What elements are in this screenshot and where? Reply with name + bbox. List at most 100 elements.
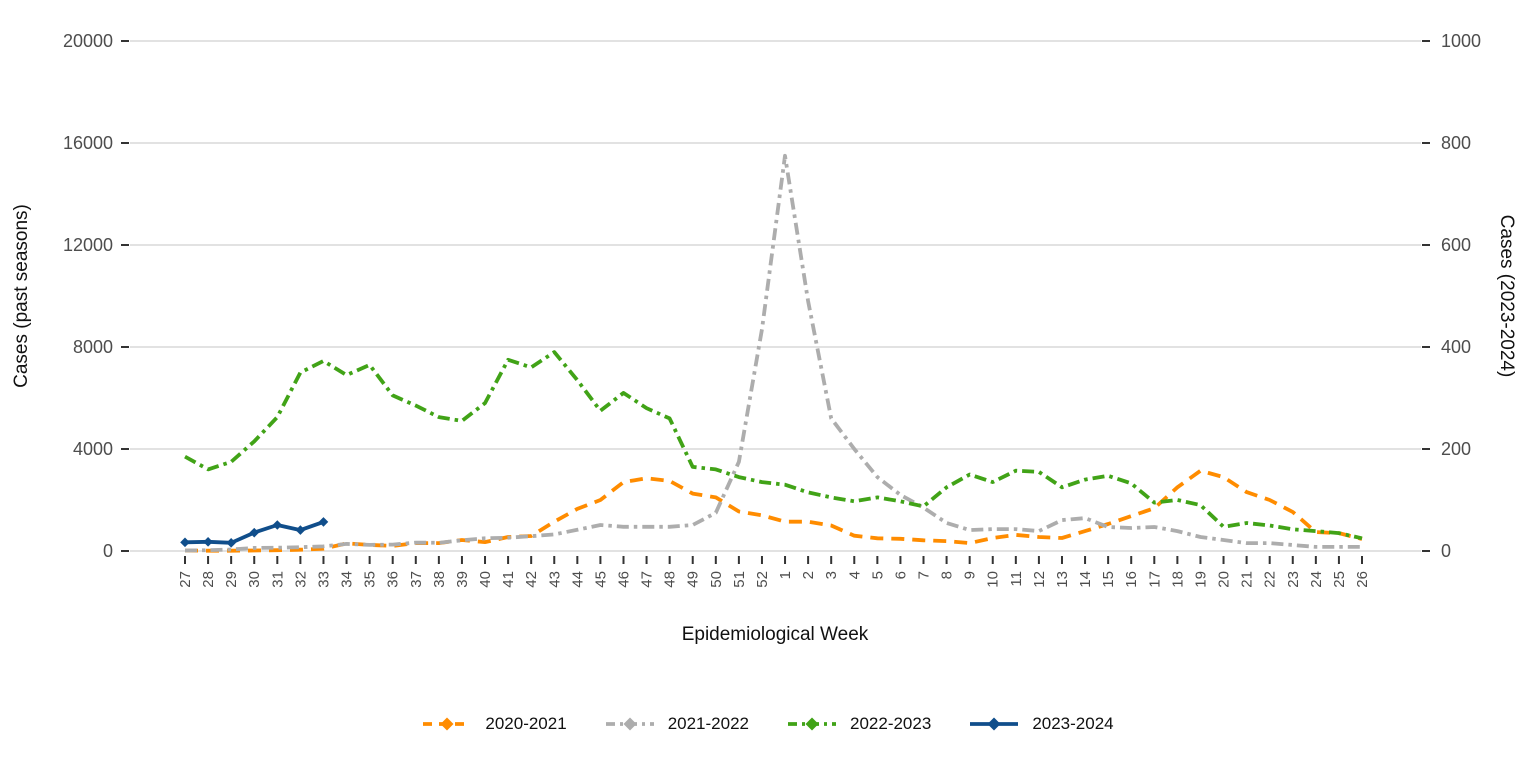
x-tick-label: 39 <box>454 571 471 588</box>
x-tick-label: 38 <box>431 571 448 588</box>
data-point-2023-2024 <box>180 537 190 548</box>
x-tick-label: 5 <box>869 571 886 579</box>
x-tick-label: 1 <box>777 571 794 579</box>
legend-key-2022-2023 <box>788 717 836 731</box>
y-tick-label-right: 800 <box>1441 133 1471 153</box>
legend-label: 2022-2023 <box>850 714 932 733</box>
data-point-2023-2024 <box>295 525 306 535</box>
legend-label: 2023-2024 <box>1032 714 1114 733</box>
x-tick-label: 46 <box>615 571 632 588</box>
x-tick-label: 27 <box>177 571 194 588</box>
x-tick-label: 35 <box>362 571 379 588</box>
x-tick-label: 13 <box>1054 571 1071 588</box>
x-tick-label: 40 <box>477 571 494 588</box>
x-axis-title: Epidemiological Week <box>682 624 869 645</box>
chart-legend: 2020-2021 2021-2022 2022-2023 2023-2024 <box>0 709 1536 739</box>
x-tick-label: 23 <box>1285 571 1302 588</box>
x-tick-label: 52 <box>754 571 771 588</box>
x-tick-label: 48 <box>662 571 679 588</box>
x-tick-label: 22 <box>1262 571 1279 588</box>
x-tick-label: 44 <box>569 571 586 588</box>
x-tick-label: 50 <box>708 571 725 588</box>
legend-key-2021-2022 <box>605 717 654 731</box>
x-tick-label: 31 <box>269 571 286 588</box>
legend-label: 2021-2022 <box>667 714 749 733</box>
y-axis-tick-labels-left: 0 4000 8000 12000 16000 20000 <box>63 31 113 561</box>
x-tick-label: 29 <box>223 571 240 588</box>
x-tick-label: 51 <box>731 571 748 588</box>
x-tick-label: 45 <box>592 571 609 588</box>
legend-item-2021-2022: 2021-2022 <box>605 711 749 737</box>
gridlines <box>130 40 1421 552</box>
y-tick-label-left: 16000 <box>63 133 113 153</box>
x-tick-label: 16 <box>1123 571 1140 588</box>
legend-key-2023-2024 <box>970 717 1019 731</box>
x-tick-label: 20 <box>1216 571 1233 588</box>
x-tick-label: 34 <box>339 571 356 588</box>
data-point-2023-2024 <box>272 520 283 530</box>
x-tick-label: 36 <box>385 571 402 588</box>
x-axis-tick-labels: 27 28 29 30 31 32 33 34 35 36 37 38 39 40 41 42 43 44 45 46… <box>177 571 1371 588</box>
series-line-2022-2023 <box>184 350 1363 541</box>
x-tick-label: 7 <box>916 571 933 579</box>
y-tick-label-right: 400 <box>1441 337 1471 357</box>
y-tick-label-left: 0 <box>103 541 113 561</box>
legend-item-2022-2023: 2022-2023 <box>787 711 931 737</box>
x-tick-label: 26 <box>1354 571 1371 588</box>
x-tick-label: 41 <box>500 571 517 588</box>
x-tick-label: 33 <box>315 571 332 588</box>
series-line-2020-2021 <box>184 468 1363 553</box>
x-tick-label: 8 <box>939 571 956 579</box>
x-tick-label: 32 <box>292 571 309 588</box>
axis-ticks <box>121 40 1430 564</box>
data-point-2023-2024 <box>203 537 213 547</box>
x-tick-label: 42 <box>523 571 540 588</box>
data-series <box>180 153 1363 553</box>
x-tick-label: 9 <box>962 571 979 579</box>
series-line-2021-2022 <box>184 153 1362 553</box>
x-tick-label: 2 <box>800 571 817 579</box>
legend-item-2020-2021: 2020-2021 <box>422 711 567 737</box>
x-tick-label: 25 <box>1331 571 1348 588</box>
x-tick-label: 21 <box>1239 571 1256 588</box>
x-tick-label: 24 <box>1308 571 1325 588</box>
y-tick-label-left: 20000 <box>63 31 113 51</box>
legend-label: 2020-2021 <box>485 714 567 733</box>
x-tick-label: 49 <box>685 571 702 588</box>
x-tick-label: 10 <box>985 571 1002 588</box>
legend-key-point <box>987 717 1001 731</box>
legend-key-point <box>805 717 819 731</box>
legend-key-point <box>623 717 637 731</box>
data-point-2023-2024 <box>226 538 236 548</box>
x-tick-label: 37 <box>408 571 425 588</box>
y-tick-label-left: 12000 <box>63 235 113 255</box>
y-tick-label-right: 1000 <box>1441 31 1481 51</box>
legend-item-2023-2024: 2023-2024 <box>969 711 1114 737</box>
y-tick-label-right: 200 <box>1441 439 1471 459</box>
y-tick-label-left: 8000 <box>73 337 113 357</box>
x-tick-label: 6 <box>892 571 909 579</box>
x-tick-label: 43 <box>546 571 563 588</box>
x-tick-label: 30 <box>246 571 263 588</box>
y-axis-title-right: Cases (2023-2024) <box>1496 215 1517 378</box>
x-tick-label: 17 <box>1146 571 1163 588</box>
x-tick-label: 14 <box>1077 571 1094 588</box>
x-tick-label: 28 <box>200 571 217 588</box>
y-tick-label-left: 4000 <box>73 439 113 459</box>
y-tick-label-right: 600 <box>1441 235 1471 255</box>
data-point-2023-2024 <box>249 527 260 538</box>
x-tick-label: 4 <box>846 571 863 579</box>
x-tick-label: 47 <box>639 571 656 588</box>
x-tick-label: 19 <box>1192 571 1209 588</box>
data-point-2023-2024 <box>318 517 329 527</box>
x-tick-label: 12 <box>1031 571 1048 588</box>
x-tick-label: 15 <box>1100 571 1117 588</box>
y-tick-label-right: 0 <box>1441 541 1451 561</box>
y-axis-title-left: Cases (past seasons) <box>11 204 32 388</box>
legend-key-point <box>440 717 454 731</box>
x-tick-label: 11 <box>1008 571 1025 587</box>
x-tick-label: 3 <box>823 571 840 579</box>
legend-key-2020-2021 <box>423 717 472 731</box>
